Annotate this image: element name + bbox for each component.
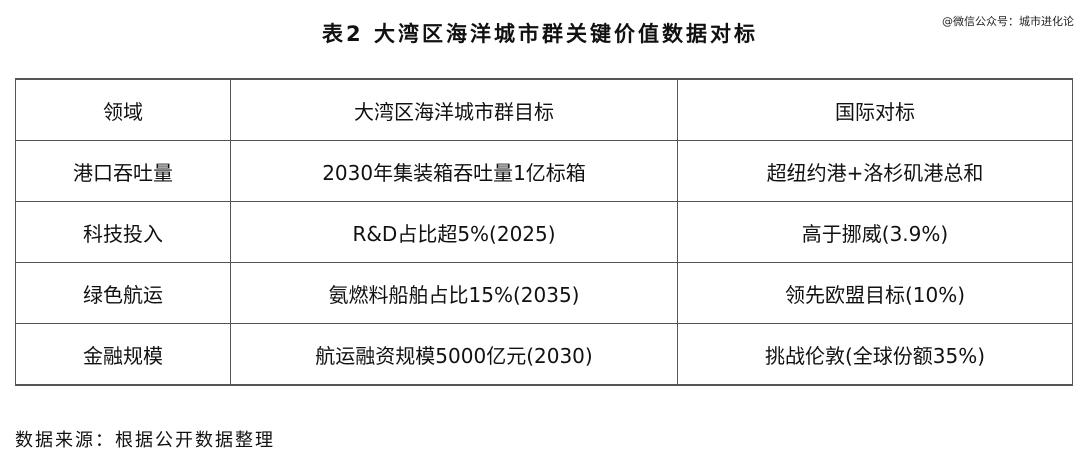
table-row: 港口吞吐量 2030年集装箱吞吐量1亿标箱 超纽约港+洛杉矶港总和 bbox=[15, 140, 1073, 202]
header-cell: 大湾区海洋城市群目标 bbox=[230, 78, 678, 141]
table-cell: 港口吞吐量 bbox=[15, 140, 231, 202]
benchmark-table: 领域 大湾区海洋城市群目标 国际对标 港口吞吐量 2030年集装箱吞吐量1亿标箱… bbox=[15, 78, 1073, 386]
table-cell: 高于挪威(3.9%) bbox=[677, 201, 1073, 263]
table-cell: 金融规模 bbox=[15, 323, 231, 386]
table-row: 金融规模 航运融资规模5000亿元(2030) 挑战伦敦(全球份额35%) bbox=[15, 323, 1073, 386]
data-source-note: 数据来源：根据公开数据整理 bbox=[15, 430, 275, 451]
table-header-row: 领域 大湾区海洋城市群目标 国际对标 bbox=[15, 78, 1073, 141]
table-cell: 科技投入 bbox=[15, 201, 231, 263]
table-row: 绿色航运 氨燃料船舶占比15%(2035) 领先欧盟目标(10%) bbox=[15, 262, 1073, 324]
table-title: 表2 大湾区海洋城市群关键价值数据对标 bbox=[322, 22, 758, 46]
table-cell: R&D占比超5%(2025) bbox=[230, 201, 678, 263]
header-cell: 领域 bbox=[15, 78, 231, 141]
watermark: @微信公众号：城市进化论 bbox=[942, 15, 1074, 28]
table-cell: 领先欧盟目标(10%) bbox=[677, 262, 1073, 324]
table-row: 科技投入 R&D占比超5%(2025) 高于挪威(3.9%) bbox=[15, 201, 1073, 263]
table-cell: 超纽约港+洛杉矶港总和 bbox=[677, 140, 1073, 202]
header-cell: 国际对标 bbox=[677, 78, 1073, 141]
table-cell: 氨燃料船舶占比15%(2035) bbox=[230, 262, 678, 324]
table-cell: 挑战伦敦(全球份额35%) bbox=[677, 323, 1073, 386]
table-cell: 绿色航运 bbox=[15, 262, 231, 324]
table-cell: 航运融资规模5000亿元(2030) bbox=[230, 323, 678, 386]
table-cell: 2030年集装箱吞吐量1亿标箱 bbox=[230, 140, 678, 202]
